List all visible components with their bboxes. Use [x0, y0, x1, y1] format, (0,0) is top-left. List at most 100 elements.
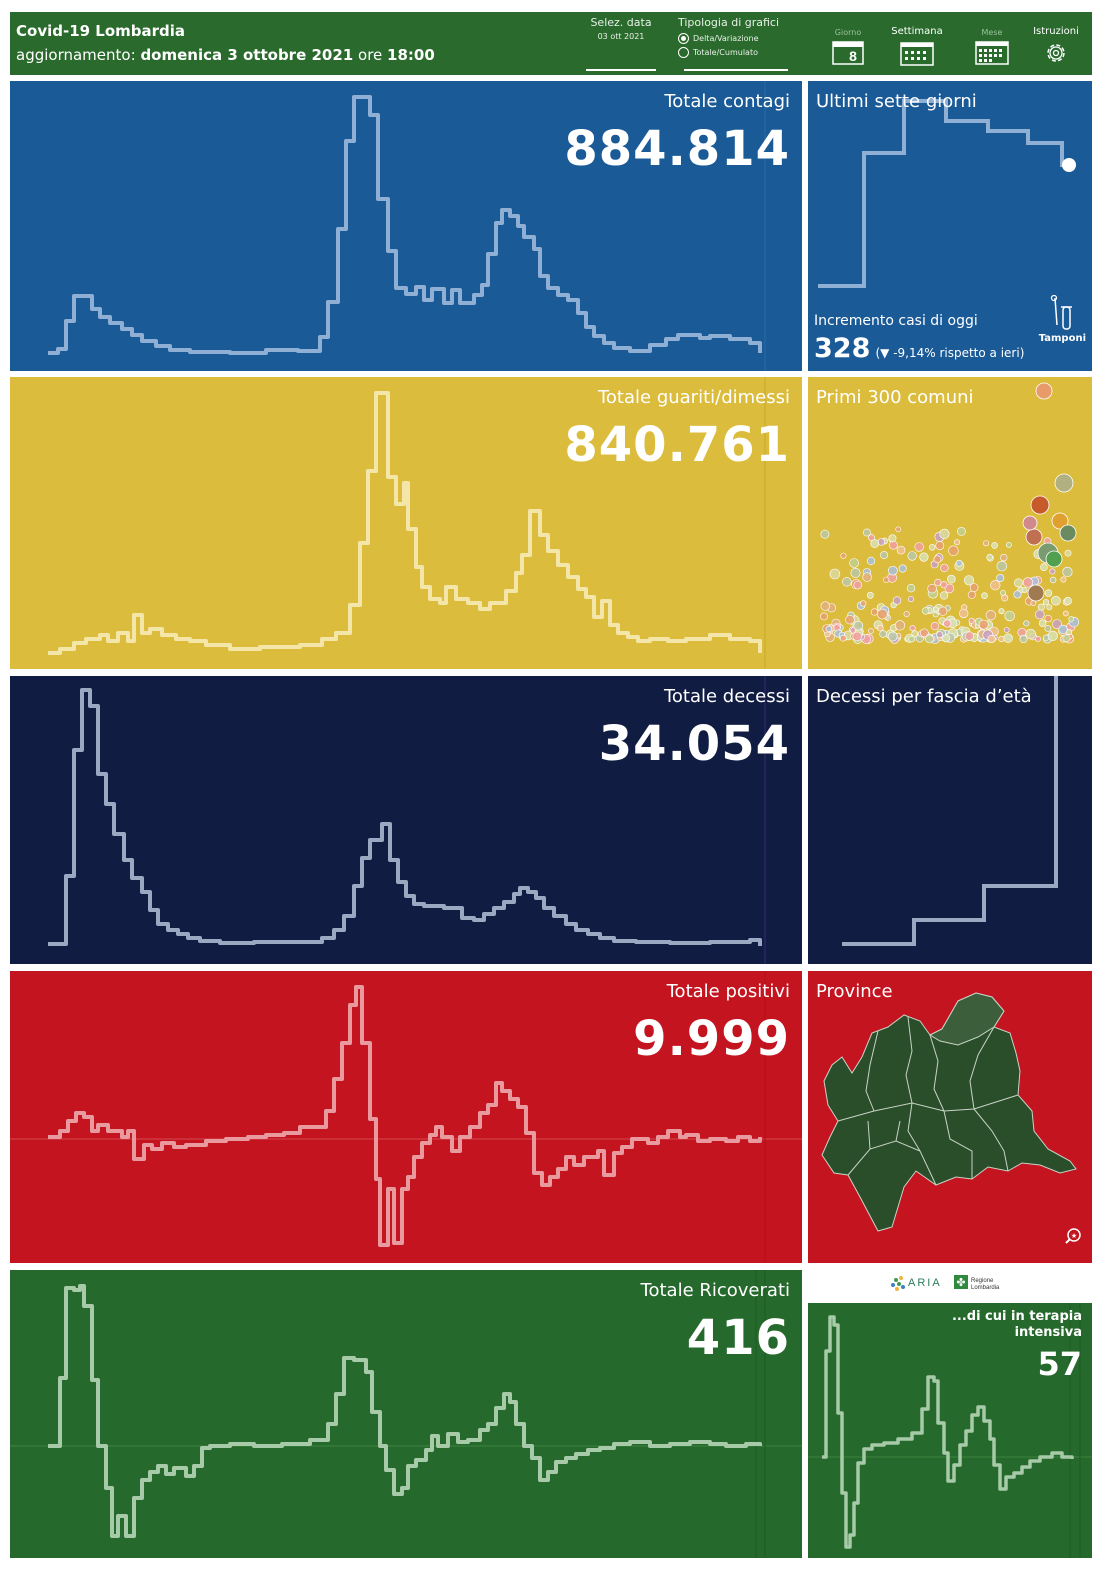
panel-ultimi-sette-giorni[interactable]: Ultimi sette giorni Incremento casi di o… [808, 81, 1092, 371]
comune-bubble [942, 634, 951, 643]
contagi-chart [48, 81, 766, 371]
week-chart [818, 99, 1076, 288]
comune-bubble [1060, 576, 1067, 583]
terapia-value: 57 [1037, 1345, 1082, 1383]
panel-primi-300-comuni[interactable]: Primi 300 comuni [808, 377, 1092, 669]
header-bar: Covid-19 Lombardia aggiornamento: domeni… [10, 12, 1092, 75]
increment-note: (▼ -9,14% rispetto a ieri) [875, 346, 1025, 360]
comune-bubble [1022, 577, 1033, 588]
increment-label: Incremento casi di oggi [814, 313, 978, 329]
panel-province[interactable]: ★ Province [808, 971, 1092, 1263]
comune-bubble [898, 564, 907, 573]
comune-bubble [853, 620, 864, 631]
province-map[interactable]: ★ [808, 971, 1092, 1263]
comune-bubble [1051, 595, 1061, 606]
comune-bubble [943, 619, 952, 628]
chart-type-underline [684, 69, 788, 71]
decessi-chart [48, 676, 766, 964]
update-prefix: aggiornamento: [16, 46, 136, 64]
increment-value: 328 [814, 333, 871, 364]
week-title: Ultimi sette giorni [816, 91, 977, 112]
terapia-title: ...di cui in terapia intensiva [951, 1309, 1082, 1340]
panel-ricoverati[interactable]: Totale Ricoverati 416 [10, 1270, 802, 1558]
comune-bubble [1000, 589, 1006, 596]
option-cumulative[interactable]: Totale/Cumulato [678, 47, 788, 58]
comune-bubble [956, 526, 966, 536]
comune-bubble-large [1059, 524, 1077, 542]
comune-bubble [964, 631, 974, 641]
comune-bubble [1063, 596, 1072, 605]
comune-bubble [895, 526, 901, 533]
comune-bubble [991, 542, 998, 549]
comune-bubble [1003, 627, 1010, 633]
comune-bubble [868, 628, 874, 634]
comune-bubble [906, 584, 916, 593]
comune-bubble [1035, 609, 1045, 620]
comune-bubble [1058, 624, 1068, 634]
panel-contagi[interactable]: Totale contagi 884.814 [10, 81, 802, 371]
positivi-line [48, 985, 762, 1247]
nav-instructions[interactable]: Istruzioni [1026, 26, 1086, 66]
option-delta[interactable]: Delta/Variazione [678, 33, 788, 44]
comune-bubble [894, 620, 906, 631]
comune-bubble [887, 631, 898, 642]
comune-bubble [1021, 587, 1028, 594]
comune-bubble [1000, 553, 1008, 562]
comune-bubble [1014, 578, 1024, 588]
comune-bubble [968, 617, 975, 624]
comune-bubble [1062, 634, 1071, 643]
comune-bubble [921, 607, 930, 615]
comune-bubble-large [1030, 495, 1050, 515]
nav-month[interactable]: Mese [966, 28, 1018, 65]
comune-bubble [820, 612, 828, 621]
comune-bubble [981, 592, 988, 599]
lombardy-region-shape [821, 992, 1077, 1232]
comune-bubble [1046, 604, 1053, 611]
date-underline [586, 69, 656, 71]
radio-delta[interactable] [678, 33, 689, 44]
comune-bubble [920, 628, 929, 638]
comune-bubble [985, 610, 996, 621]
panel-decessi[interactable]: Totale decessi 34.054 [10, 676, 802, 964]
comune-bubble [1044, 589, 1053, 597]
date-selector[interactable]: Selez. data 03 ott 2021 [586, 16, 656, 71]
panel-positivi[interactable]: Totale positivi 9.999 [10, 971, 802, 1263]
panel-terapia-intensiva[interactable]: ...di cui in terapia intensiva 57 [808, 1303, 1092, 1558]
comune-bubble [939, 528, 950, 539]
panel-guariti[interactable]: Totale guariti/dimessi 840.761 [10, 377, 802, 669]
comune-bubble [1038, 619, 1047, 627]
ricoverati-value: 416 [686, 1310, 790, 1366]
logos-bar: ARIA ✤ Regione Lombardia [888, 1272, 1028, 1296]
comune-bubble [959, 608, 969, 619]
comune-bubble [927, 584, 937, 594]
comune-bubble [1049, 576, 1057, 584]
nav-week-label: Settimana [891, 26, 943, 37]
comune-bubble [903, 611, 910, 618]
positivi-title: Totale positivi [666, 981, 790, 1002]
test-tube-icon [1051, 295, 1073, 330]
contagi-title: Totale contagi [664, 91, 790, 112]
comune-bubble [1019, 634, 1028, 643]
comune-bubble [850, 567, 861, 578]
chart-type-selector[interactable]: Tipologia di grafici Delta/Variazione To… [678, 16, 788, 71]
update-line: aggiornamento: domenica 3 ottobre 2021 o… [16, 46, 435, 64]
nav-day-label: Giorno [834, 28, 862, 37]
comune-bubble [1035, 635, 1041, 642]
panel-decessi-eta[interactable]: Decessi per fascia d’età [808, 676, 1092, 964]
nav-week[interactable]: Settimana [886, 26, 948, 66]
comune-bubble [896, 545, 906, 555]
svg-text:★: ★ [1071, 1232, 1077, 1240]
guariti-value: 840.761 [564, 417, 790, 473]
tamponi-button[interactable]: Tamponi [1039, 295, 1086, 344]
ricoverati-chart [10, 1270, 802, 1558]
comune-bubble [1044, 614, 1052, 623]
ricoverati-line [48, 1284, 762, 1538]
comune-bubble [911, 630, 919, 638]
comune-bubble [825, 625, 833, 633]
radio-cumulative[interactable] [678, 47, 689, 58]
ricoverati-title: Totale Ricoverati [640, 1280, 790, 1301]
comune-bubble [852, 631, 863, 642]
month-calendar-icon [975, 41, 1009, 65]
comune-bubble [919, 552, 929, 562]
nav-day[interactable]: Giorno 8 [828, 28, 868, 65]
